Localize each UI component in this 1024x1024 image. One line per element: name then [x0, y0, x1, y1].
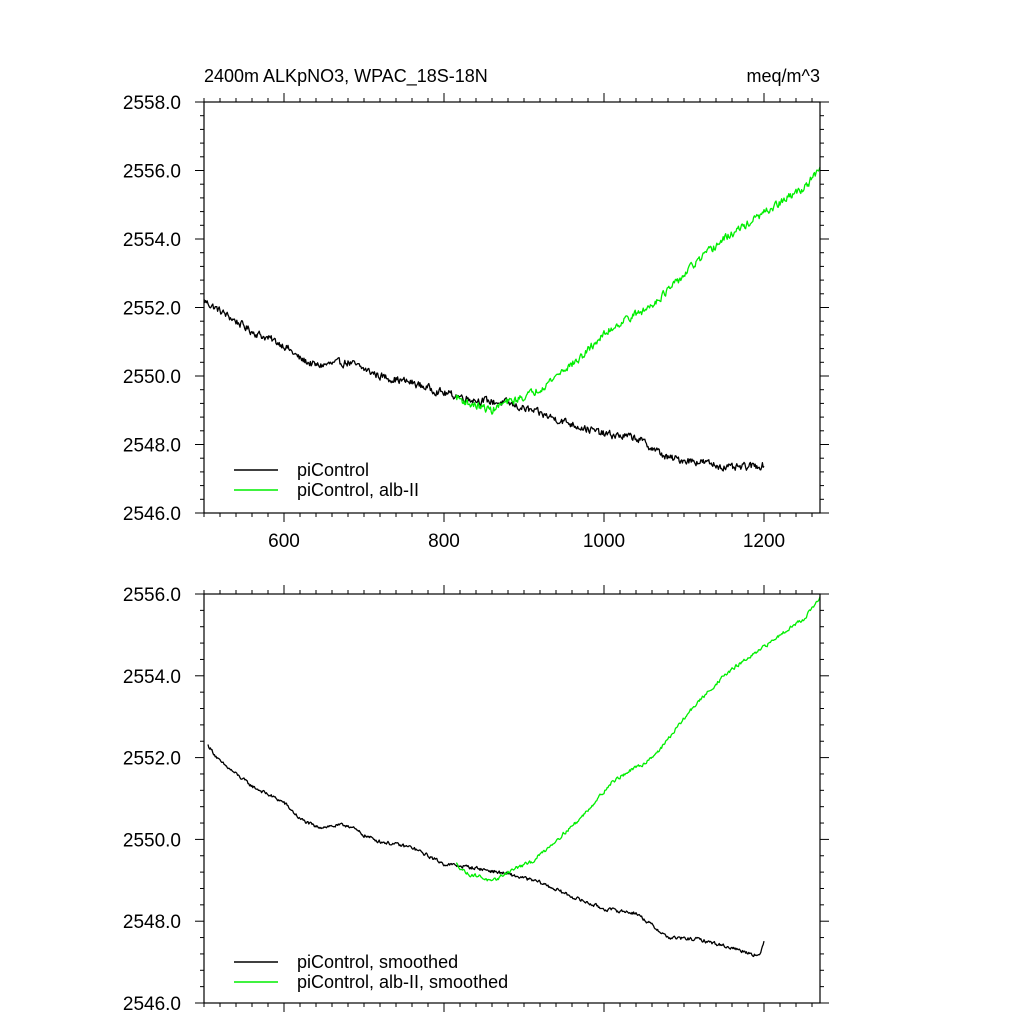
- series-line-picontrol-smoothed: [207, 744, 765, 958]
- series-line-picontrol-alb-ii-smoothed: [455, 596, 821, 882]
- series-line-picontrol-alb-ii: [455, 166, 821, 415]
- legend-label: piControl: [297, 460, 369, 480]
- y-tick-label: 2554.0: [123, 667, 181, 688]
- bottom-panel: 2546.0 2548.0 2550.0 2552.0 2554.0 2556.0 piCo…: [123, 585, 829, 1015]
- plot-frame: [203, 101, 821, 514]
- y-tick-label: 2548.0: [123, 436, 181, 457]
- y-tick-label: 2558.0: [123, 93, 181, 114]
- y-tick-label: 2550.0: [123, 367, 181, 388]
- legend-label: piControl, alb-II, smoothed: [297, 972, 508, 992]
- legend-label: piControl, alb-II: [297, 480, 419, 500]
- x-tick-label: 1000: [583, 531, 625, 552]
- plot-frame: [203, 593, 821, 1004]
- x-tick-label: 1200: [743, 531, 785, 552]
- y-tick-label: 2548.0: [123, 912, 181, 933]
- x-tick-label: 800: [428, 531, 460, 552]
- top-panel: 600 800 1000 1200 2546.0 2548.0 2550.0 2552.0 25…: [123, 93, 829, 552]
- y-tick-label: 2554.0: [123, 230, 181, 251]
- legend-label: piControl, smoothed: [297, 952, 458, 972]
- y-tick-label: 2556.0: [123, 162, 181, 183]
- y-tick-label: 2552.0: [123, 299, 181, 320]
- chart-title: 2400m ALKpNO3, WPAC_18S-18N: [204, 66, 488, 87]
- units-label: meq/m^3: [747, 66, 820, 86]
- x-tick-label: 600: [268, 531, 300, 552]
- y-tick-label: 2546.0: [123, 994, 181, 1015]
- series-line-picontrol: [203, 299, 765, 472]
- y-tick-label: 2552.0: [123, 749, 181, 770]
- y-tick-label: 2550.0: [123, 830, 181, 851]
- y-tick-label: 2556.0: [123, 585, 181, 606]
- y-tick-label: 2546.0: [123, 504, 181, 525]
